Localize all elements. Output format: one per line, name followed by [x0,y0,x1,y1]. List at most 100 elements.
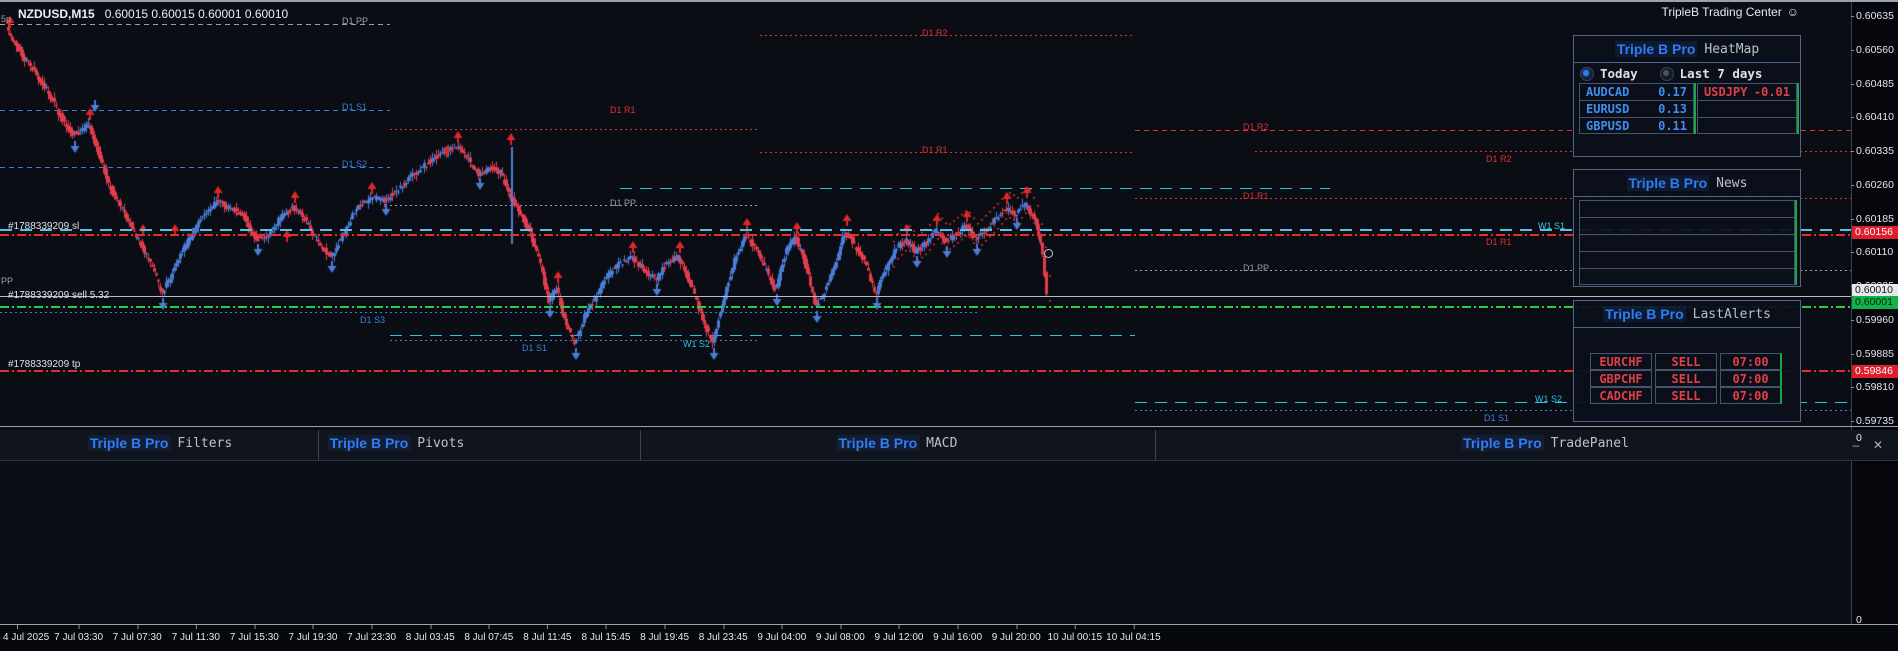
heatmap-row: USDJPY -0.01 [1697,83,1797,100]
alert-time: 07:00 [1720,387,1782,404]
heatmap-row [1697,117,1797,134]
alert-row: CADCHF SELL 07:00 [1590,387,1782,404]
label-d1-r2: D1 R2 [1243,122,1269,132]
alert-symbol: CADCHF [1590,387,1652,404]
time-tick: 7 Jul 15:30 [229,625,279,643]
heatmap-symbol: EURUSD [1586,102,1630,116]
time-axis[interactable]: 4 Jul 2025 7 Jul 03:30 7 Jul 07:30 7 Jul 11… [0,624,1898,651]
time-tick: 8 Jul 03:45 [405,625,455,643]
indicator-scale-max: 0 [1856,432,1862,444]
red-price-box: 0.59846 [1852,365,1898,378]
watermark: TripleB Trading Center ☺ [1661,5,1799,19]
edge-label-fragment: PP [1,276,14,286]
indicator-scale-min: 0 [1856,614,1862,626]
brand-logo: Triple B Pro [1626,175,1710,191]
brand-logo: Triple B Pro [1461,435,1544,451]
label-d1-r1: D1 R1 [1486,237,1512,247]
trade-lines-layer [0,2,1851,426]
divider [640,430,641,460]
price-tick: 0.60635 [1851,10,1894,22]
heatmap-row: GBPUSD 0.11 [1579,117,1694,134]
heatmap-tab-today[interactable]: Today [1580,66,1638,81]
label-d1-pp: D1 PP [610,198,637,208]
label-d1-s1: D1 S1 [522,343,548,353]
time-tick: 8 Jul 11:45 [523,625,572,643]
heatmap-column-today: AUDCAD 0.17 EURUSD 0.13 GBPUSD 0.11 [1579,83,1696,134]
label-d1-pp: D1 PP [1243,263,1270,273]
line-w1-s1[interactable] [0,229,1851,231]
order-label: #1788339209 sl [8,221,80,232]
red-price-box: 0.60156 [1852,226,1898,239]
time-tick: 10 Jul 04:15 [1106,625,1161,643]
heatmap-panel-title: Triple B Pro HeatMap [1574,36,1800,63]
heatmap-tab-label: Today [1600,66,1638,81]
price-line[interactable] [0,370,1851,372]
alerts-title: LastAlerts [1692,306,1771,322]
alert-symbol: EURCHF [1590,353,1652,370]
green-price-box: 0.60001 [1852,296,1898,309]
time-tick: 8 Jul 15:45 [581,625,631,643]
time-tick: 9 Jul 12:00 [874,625,924,643]
line-d1-r1 [0,234,1851,236]
time-tick: 9 Jul 20:00 [991,625,1041,643]
price-tick: 0.60560 [1851,44,1894,56]
heatmap-value: 0.17 [1658,85,1687,99]
news-title: News [1716,175,1748,191]
time-tick: 7 Jul 07:30 [112,625,162,643]
alert-action: SELL [1655,370,1717,387]
brand-logo: Triple B Pro [327,435,411,451]
alert-row: GBPCHF SELL 07:00 [1590,370,1782,387]
heatmap-row [1697,100,1797,117]
heatmap-tab-last-7-days[interactable]: Last 7 days [1659,66,1763,81]
price-axis[interactable]: 0.60635 0.60560 0.60485 0.60410 0.60335 0.602… [1850,2,1898,624]
time-tick: 7 Jul 19:30 [288,625,338,643]
price-tick: 0.60485 [1851,78,1894,90]
heatmap-row: EURUSD 0.13 [1579,100,1694,117]
alert-action: SELL [1655,387,1717,404]
time-tick: 7 Jul 23:30 [347,625,397,643]
brand-logo: Triple B Pro [836,435,920,451]
brand-logo: Triple B Pro [1614,41,1698,57]
indicator-titlebar: Triple B Pro Filters Triple B Pro Pivots… [0,426,1898,461]
tradepanel-title: TradePanel [1550,435,1629,451]
chart-area[interactable]: D1 PP D1 S1 D1 S2 D1 S3 D1 R1 D1 PP D1 S1 D1 R2… [0,2,1851,426]
filters-title: Filters [177,435,233,451]
alert-time: 07:00 [1720,353,1782,370]
macd-title: MACD [926,435,958,451]
time-tick: 4 Jul 2025 [3,625,50,643]
heatmap-tab-label: Last 7 days [1679,66,1763,81]
price-tick: 0.59960 [1851,314,1894,326]
alerts-panel-title: Triple B Pro LastAlerts [1574,301,1800,328]
candlestick-chart-canvas[interactable] [0,2,1851,426]
price-line [0,296,1851,297]
news-panel-title: Triple B Pro News [1574,170,1800,197]
price-tick: 0.60185 [1851,213,1894,225]
smiley-icon[interactable]: ☺ [1786,5,1799,19]
label-d1-s1: D1 S1 [1484,413,1510,423]
news-list [1579,200,1797,285]
brand-logo: Triple B Pro [1603,306,1686,322]
price-line [0,306,1851,308]
heatmap-row: AUDCAD 0.17 [1579,83,1694,100]
heatmap-value: -0.01 [1753,85,1790,99]
price-tick: 0.60260 [1851,179,1894,191]
pivots-title: Pivots [417,435,465,451]
radio-icon [1659,66,1674,81]
tradepanel-section-title: Triple B Pro TradePanel [1461,435,1629,451]
edge-label-fragment: 5p [1,14,12,24]
heatmap-title: HeatMap [1704,41,1760,57]
price-tick: 0.60410 [1851,111,1894,123]
news-row [1579,234,1795,251]
label-d1-pp: D1 PP [342,16,369,26]
close-button[interactable]: ✕ [1872,438,1884,452]
brand-logo: Triple B Pro [87,435,171,451]
time-tick: 8 Jul 07:45 [464,625,514,643]
order-label: #1788339209 tp [8,359,81,370]
news-row [1579,200,1795,217]
time-tick: 7 Jul 11:30 [171,625,220,643]
label-d1-s3: D1 S3 [360,315,386,325]
label-d1-r1: D1 R1 [610,105,636,115]
minimize-button[interactable]: – [1852,438,1860,452]
radio-icon [1580,66,1594,81]
alerts-list: EURCHF SELL 07:00 GBPCHF SELL 07:00 CADCHF SELL… [1590,353,1782,404]
